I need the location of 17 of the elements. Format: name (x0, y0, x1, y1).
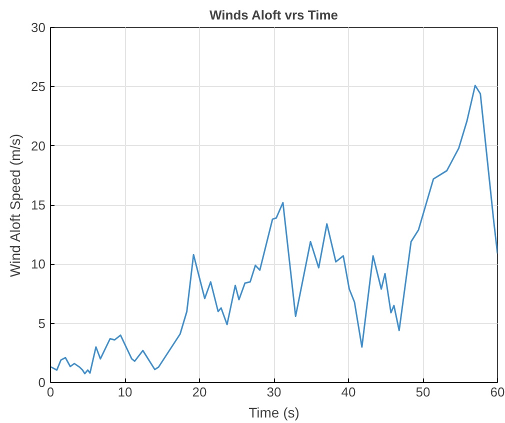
x-axis-title: Time (s) (248, 404, 300, 420)
y-tick-label: 15 (31, 198, 46, 212)
y-axis-title: Wind Aloft Speed (m/s) (7, 134, 24, 277)
line-series (50, 84, 498, 374)
x-tick-label: 20 (192, 384, 207, 400)
y-tick-label: 5 (38, 316, 46, 331)
y-tick-label: 25 (31, 79, 46, 94)
chart-title: Winds Aloft vrs Time (210, 8, 338, 22)
x-tick-label: 60 (490, 384, 505, 400)
x-tick-label: 40 (341, 384, 356, 400)
y-tick-label: 30 (31, 20, 46, 35)
y-tick-label: 20 (31, 138, 46, 154)
y-tick-label: 10 (31, 256, 46, 272)
x-tick-label: 30 (266, 384, 282, 400)
y-tick-label: 0 (38, 375, 46, 390)
x-tick-label: 10 (118, 384, 132, 400)
x-tick-label: 50 (416, 384, 430, 400)
